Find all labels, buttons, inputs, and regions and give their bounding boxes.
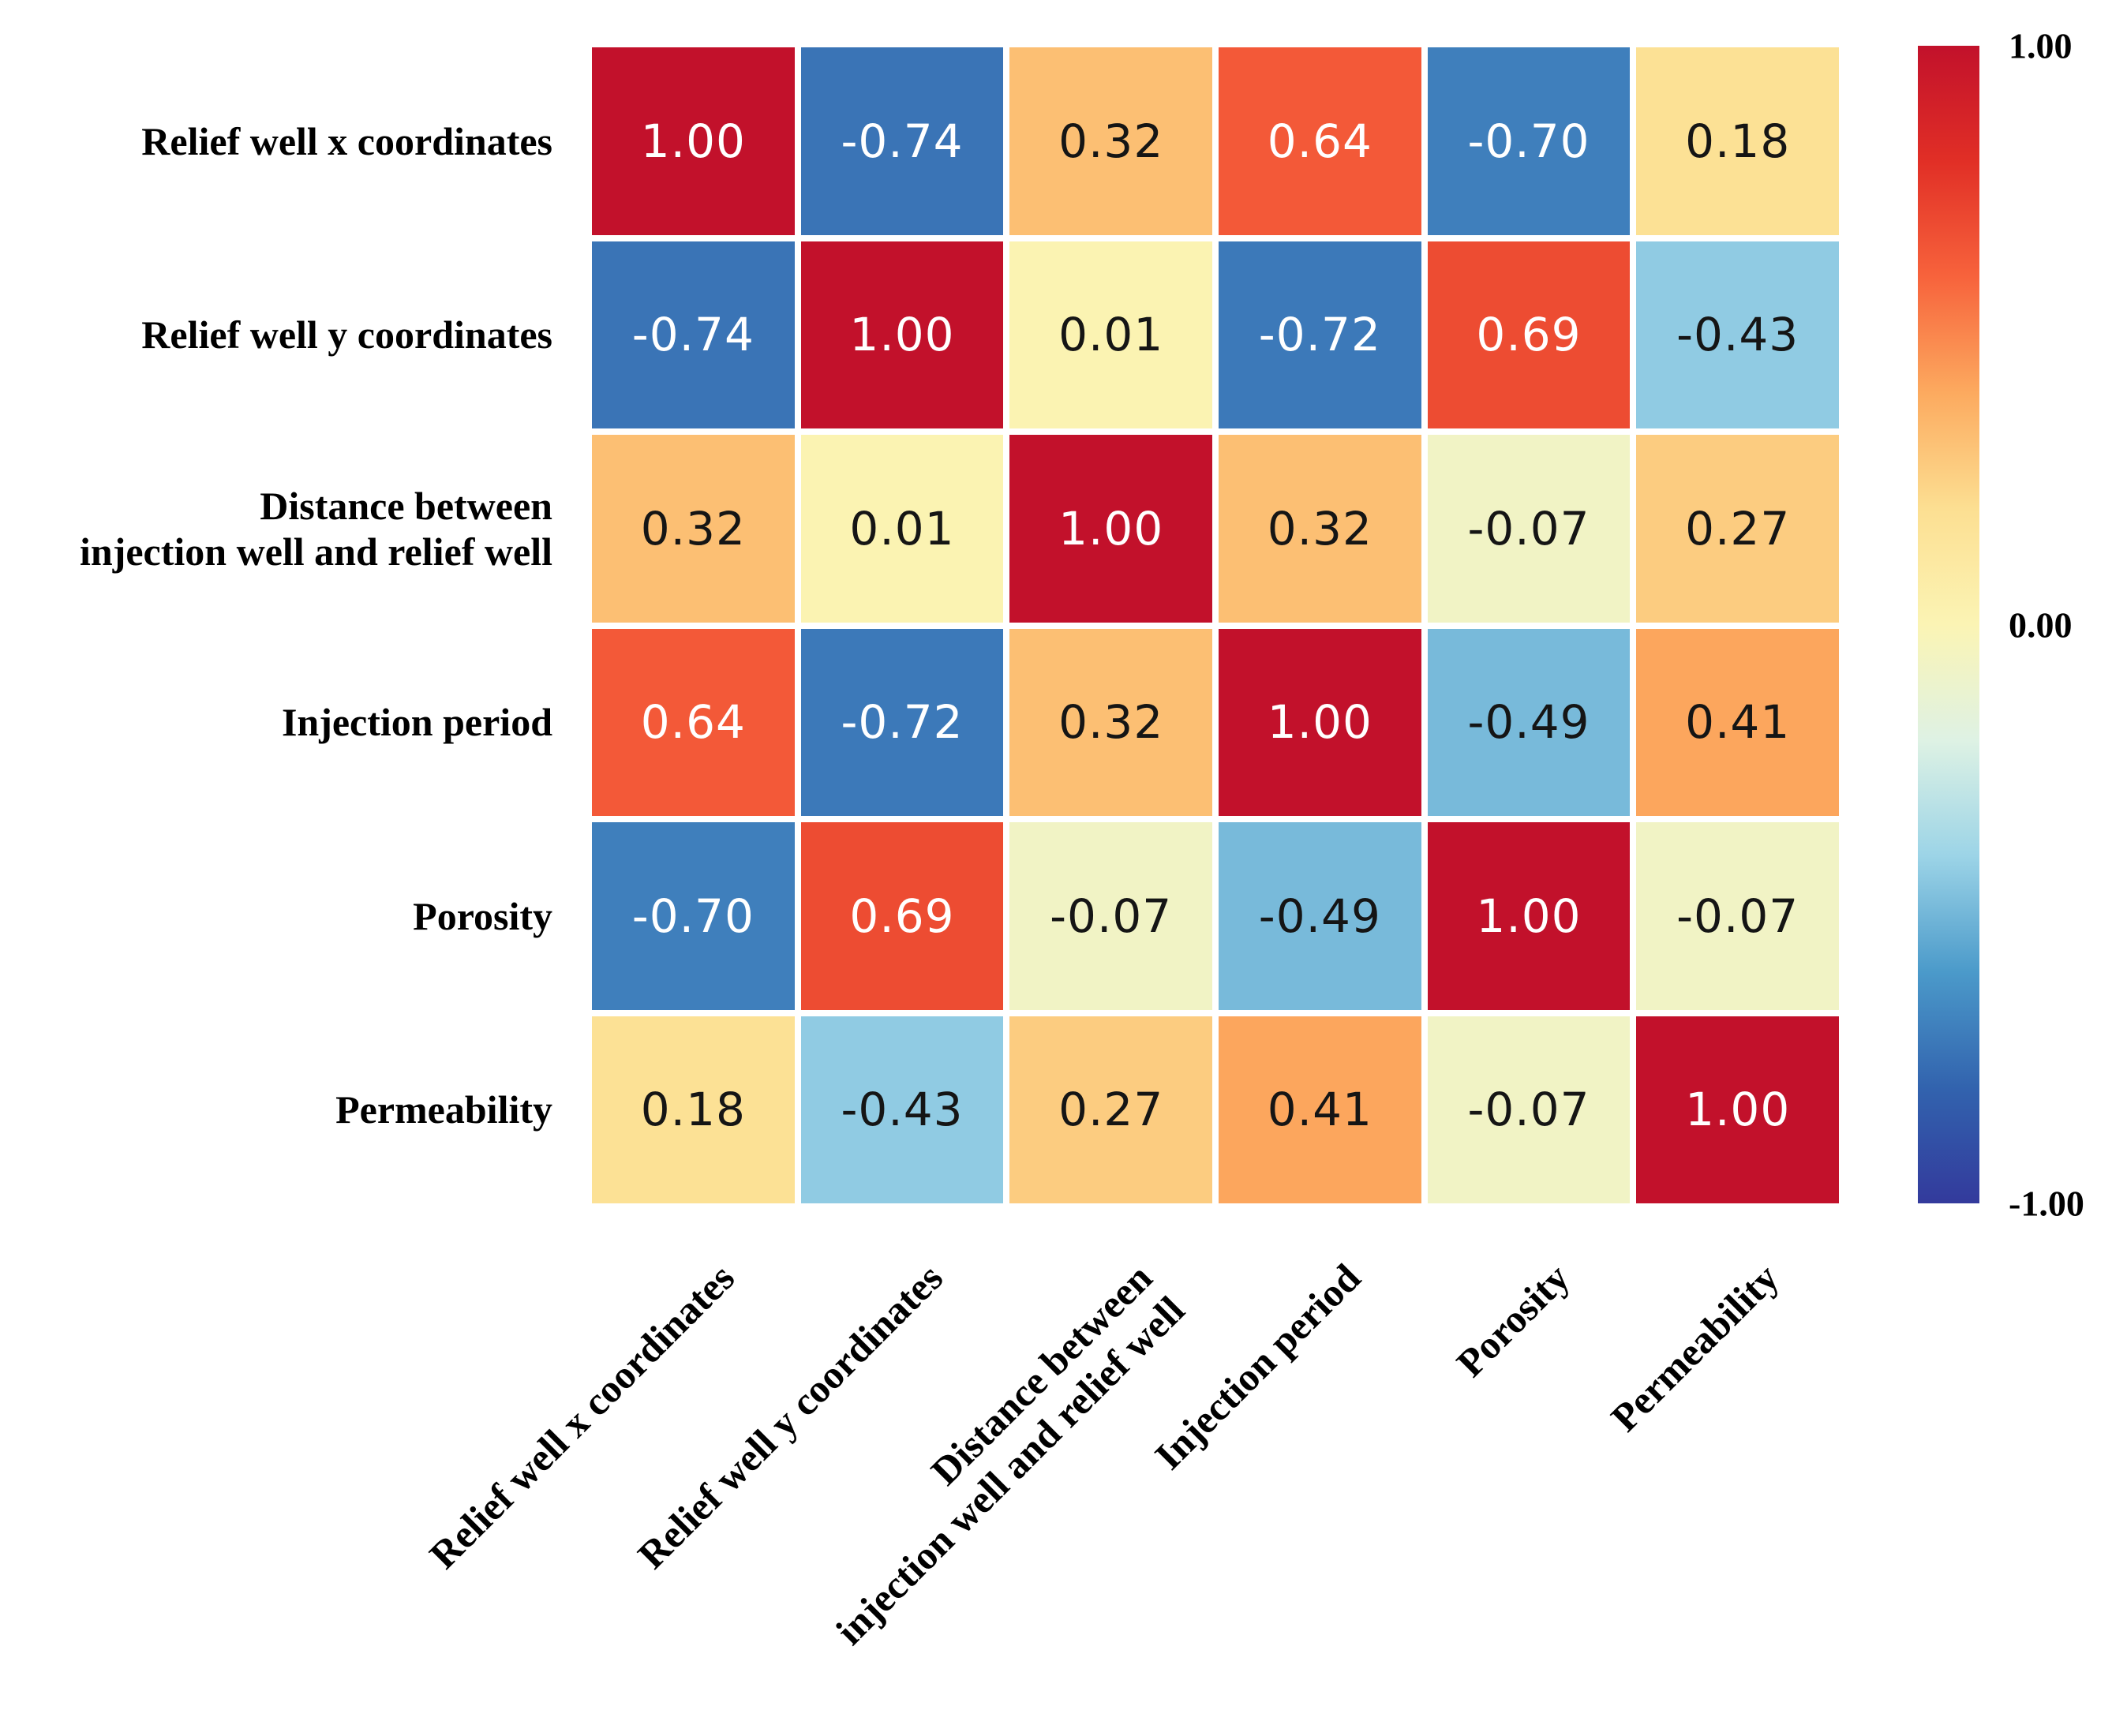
y-tick-label-6: Permeability [335,1087,552,1132]
heatmap-cell-r2c3: 0.01 [1009,241,1212,428]
heatmap-cell-r3c5: -0.07 [1427,435,1631,623]
y-tick-label-4: Injection period [281,700,552,745]
heatmap-cell-r3c4: 0.32 [1218,435,1421,623]
x-tick-label-6: Permeability [1601,1255,1787,1440]
y-tick-label-2: Relief well y coordinates [141,312,552,357]
heatmap-cell-r3c2: 0.01 [800,435,1004,623]
heatmap-cell-r3c3: 1.00 [1009,435,1212,623]
heatmap-cell-r5c6: -0.07 [1636,822,1839,1010]
heatmap-cell-r1c2: -0.74 [800,47,1004,235]
colorbar-tick-label-3: -1.00 [2009,1183,2084,1224]
heatmap-cell-r2c6: -0.43 [1636,241,1839,428]
heatmap-cell-r4c1: 0.64 [592,628,795,816]
heatmap-cell-r1c3: 0.32 [1009,47,1212,235]
heatmap-cell-r5c5: 1.00 [1427,822,1631,1010]
heatmap-cell-r1c6: 0.18 [1636,47,1839,235]
heatmap-cell-r6c1: 0.18 [592,1016,795,1203]
x-tick-label-3: Distance between injection well and reli… [826,1255,1193,1653]
y-tick-label-1: Relief well x coordinates [141,118,552,163]
heatmap-cell-r1c4: 0.64 [1218,47,1421,235]
heatmap-cell-r3c1: 0.32 [592,435,795,623]
heatmap-cell-r4c4: 1.00 [1218,628,1421,816]
heatmap-cell-r6c3: 0.27 [1009,1016,1212,1203]
heatmap-matrix: 1.00 -0.74 0.32 0.64 -0.70 0.18 -0.74 1.00 0.01-… [592,47,1839,1203]
heatmap-cell-r4c5: -0.49 [1427,628,1631,816]
heatmap-cell-r6c6: 1.00 [1636,1016,1839,1203]
heatmap-cell-r4c6: 0.41 [1636,628,1839,816]
heatmap-cell-r6c5: -0.07 [1427,1016,1631,1203]
heatmap-cell-r3c6: 0.27 [1636,435,1839,623]
y-tick-label-3: Distance between injection well and reli… [80,483,552,574]
heatmap-cell-r5c4: -0.49 [1218,822,1421,1010]
heatmap-cell-r6c4: 0.41 [1218,1016,1421,1203]
colorbar-gradient [1918,46,1979,1203]
heatmap-cell-r2c5: 0.69 [1427,241,1631,428]
heatmap-cell-r2c1: -0.74 [592,241,795,428]
heatmap-cell-r5c2: 0.69 [800,822,1004,1010]
heatmap-cell-r2c2: 1.00 [800,241,1004,428]
heatmap-cell-r2c4: -0.72 [1218,241,1421,428]
heatmap-cell-r1c5: -0.70 [1427,47,1631,235]
x-tick-label-4: Injection period [1146,1255,1369,1478]
heatmap-cell-r1c1: 1.00 [592,47,795,235]
colorbar-tick-label-2: 0.00 [2009,604,2073,645]
heatmap-cell-r6c2: -0.43 [800,1016,1004,1203]
colorbar-tick-label-1: 1.00 [2009,25,2073,66]
heatmap-cell-r5c3: -0.07 [1009,822,1212,1010]
heatmap-cell-r4c3: 0.32 [1009,628,1212,816]
heatmap-cell-r5c1: -0.70 [592,822,795,1010]
y-tick-label-5: Porosity [413,893,552,938]
x-tick-label-5: Porosity [1447,1255,1578,1386]
heatmap-cell-r4c2: -0.72 [800,628,1004,816]
